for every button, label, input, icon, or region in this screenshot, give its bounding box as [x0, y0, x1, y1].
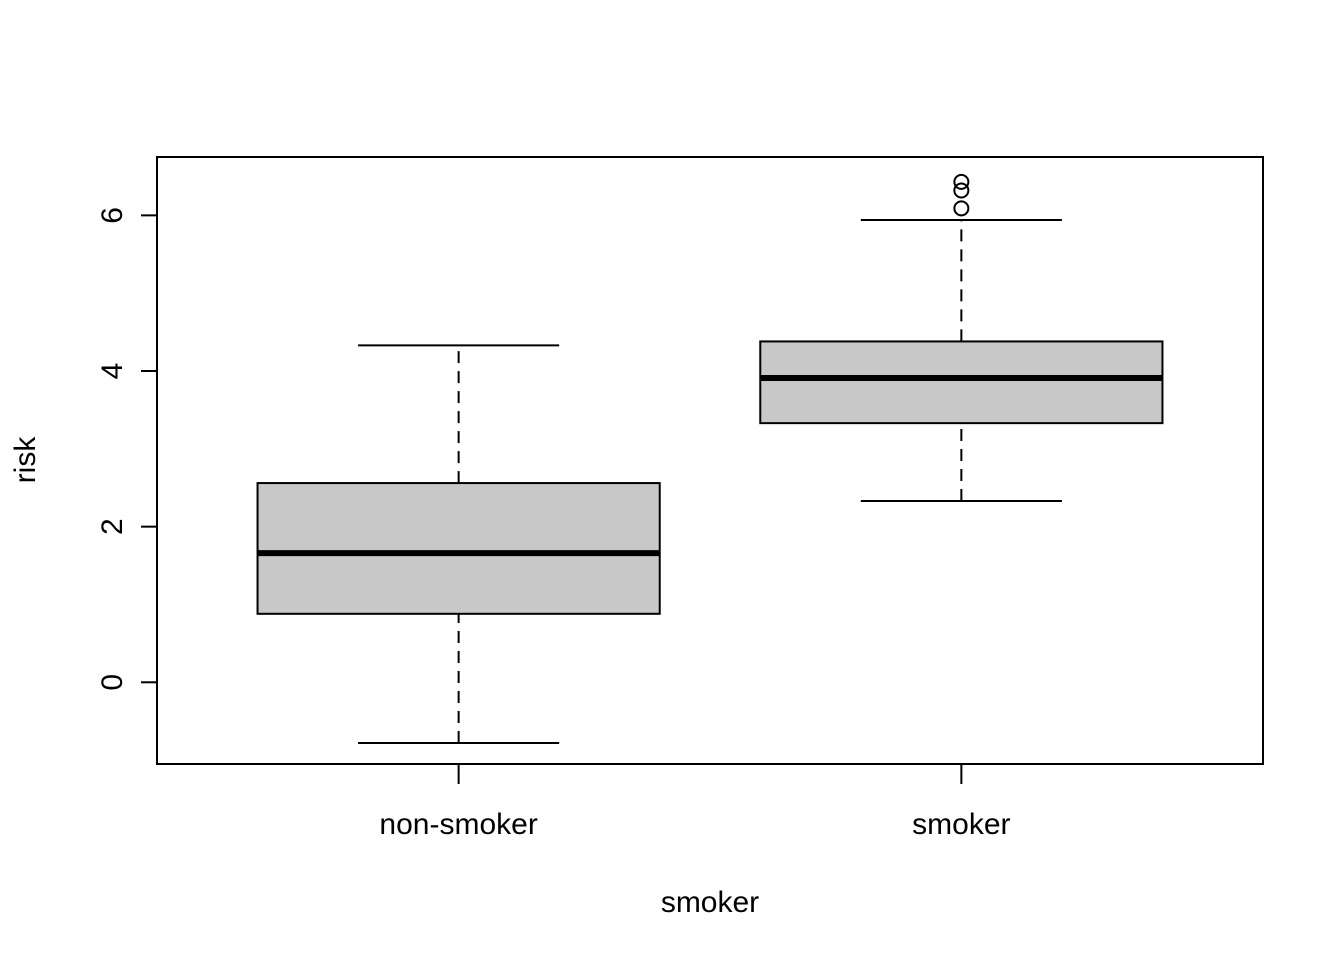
outlier-point [953, 182, 970, 199]
box-2 [759, 173, 1164, 502]
iqr-box [256, 482, 661, 615]
outlier-point [953, 200, 970, 217]
y-tick-label: 2 [96, 518, 129, 535]
x-axis-label: smoker [661, 886, 759, 919]
plot-frame [156, 156, 1264, 765]
iqr-box [759, 340, 1164, 425]
y-axis-label: risk [9, 436, 42, 484]
x-tick-label: non-smoker [379, 808, 537, 841]
y-tick-label: 4 [96, 363, 129, 380]
x-tick-label: smoker [912, 808, 1010, 841]
outlier-point [953, 173, 970, 190]
y-tick-label: 0 [96, 674, 129, 691]
y-tick-label: 6 [96, 207, 129, 224]
boxes-layer [256, 173, 1164, 744]
y-axis: 0 2 4 6 [96, 207, 157, 691]
x-axis: non-smoker smoker [379, 764, 1011, 841]
box-1 [256, 344, 661, 744]
